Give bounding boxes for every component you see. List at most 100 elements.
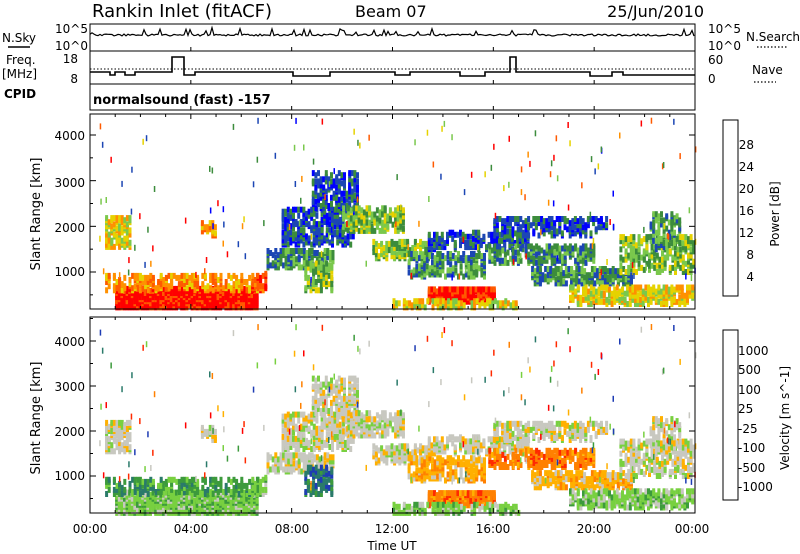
velocity-cell [310,446,314,452]
power-cell [626,301,630,307]
power-cell [461,286,465,293]
power-cell [477,286,481,293]
power-cell [325,260,329,267]
velocity-cell [167,476,171,483]
power-noise-cell [524,194,526,201]
power-cell [317,201,320,207]
power-cell [322,274,326,281]
power-cell [295,256,299,263]
power-cell [615,284,619,291]
power-cell [634,301,637,307]
velocity-cell [261,476,265,483]
velocity-cell [209,480,213,487]
power-cell [503,246,507,253]
velocity-cell [232,491,236,497]
power-cell [433,269,437,276]
power-cell [337,196,341,203]
velocity-cell [345,395,349,402]
power-cell [613,294,617,301]
power-cell [297,212,301,219]
power-cell [115,215,119,222]
power-cell [563,257,567,264]
velocity-cell [286,435,290,442]
power-cell [550,251,554,258]
velocity-cell [118,428,122,434]
velocity-cell [193,476,197,483]
power-cell [300,248,304,254]
power-cell [570,278,574,285]
velocity-cell [318,425,321,432]
power-cell [581,243,585,250]
velocity-cell [198,489,202,496]
power-cell [415,263,419,270]
power-cell [516,242,520,249]
velocity-cell [321,456,325,463]
power-cell [255,292,259,299]
power-noise-cell [331,226,333,233]
power-cell [678,294,682,301]
power-cell [436,298,440,305]
power-cell [466,240,470,246]
velocity-cell [319,395,323,402]
power-cell [360,213,364,220]
power-cell [535,243,539,250]
power-cell [498,237,501,244]
power-cell [545,243,549,250]
velocity-cell [297,417,301,424]
power-cell [524,222,528,229]
power-cell [125,229,129,236]
power-cell [582,296,585,303]
power-cell [459,237,462,244]
power-cell [325,274,329,281]
power-cell [557,274,561,281]
velocity-cell [286,446,290,452]
power-cell [629,244,633,251]
power-cell [344,213,348,220]
power-cell [326,248,330,254]
velocity-cell [144,482,148,489]
power-cell [480,271,484,278]
velocity-cell [346,441,350,448]
power-cell [532,255,536,262]
velocity-cell [302,452,306,459]
power-noise-cell [195,271,197,278]
power-cell [444,255,447,262]
power-noise-cell [204,268,206,275]
velocity-cell [281,441,285,448]
power-cell [521,220,525,227]
power-cell [317,196,320,203]
power-noise-cell [118,272,121,279]
velocity-cell [348,405,352,412]
power-cell [123,283,127,290]
power-cell [281,229,285,236]
power-cell [323,248,327,254]
power-noise-cell [101,141,104,148]
power-cell [330,274,334,281]
power-cell [319,203,323,209]
velocity-cell [164,478,168,485]
power-cell [519,245,523,252]
power-noise-cell [679,153,681,160]
velocity-cell [107,446,111,453]
power-cell [652,227,656,234]
power-cell [657,225,661,232]
power-cell [542,218,546,225]
power-cell [678,221,682,228]
power-cell [347,219,351,226]
power-cell [433,290,436,297]
power-cell [573,224,577,231]
power-cell [393,253,397,260]
velocity-cell [131,476,135,483]
velocity-cell [336,425,340,432]
power-cell [675,217,679,224]
power-cell [193,279,197,285]
power-cell [340,190,344,197]
power-cell [559,266,563,272]
velocity-cell [279,458,283,465]
power-cell [648,234,651,241]
power-cell [317,182,320,189]
power-cell [632,250,636,257]
velocity-cell [232,484,236,491]
power-cell [662,240,666,246]
power-cell [330,268,334,275]
